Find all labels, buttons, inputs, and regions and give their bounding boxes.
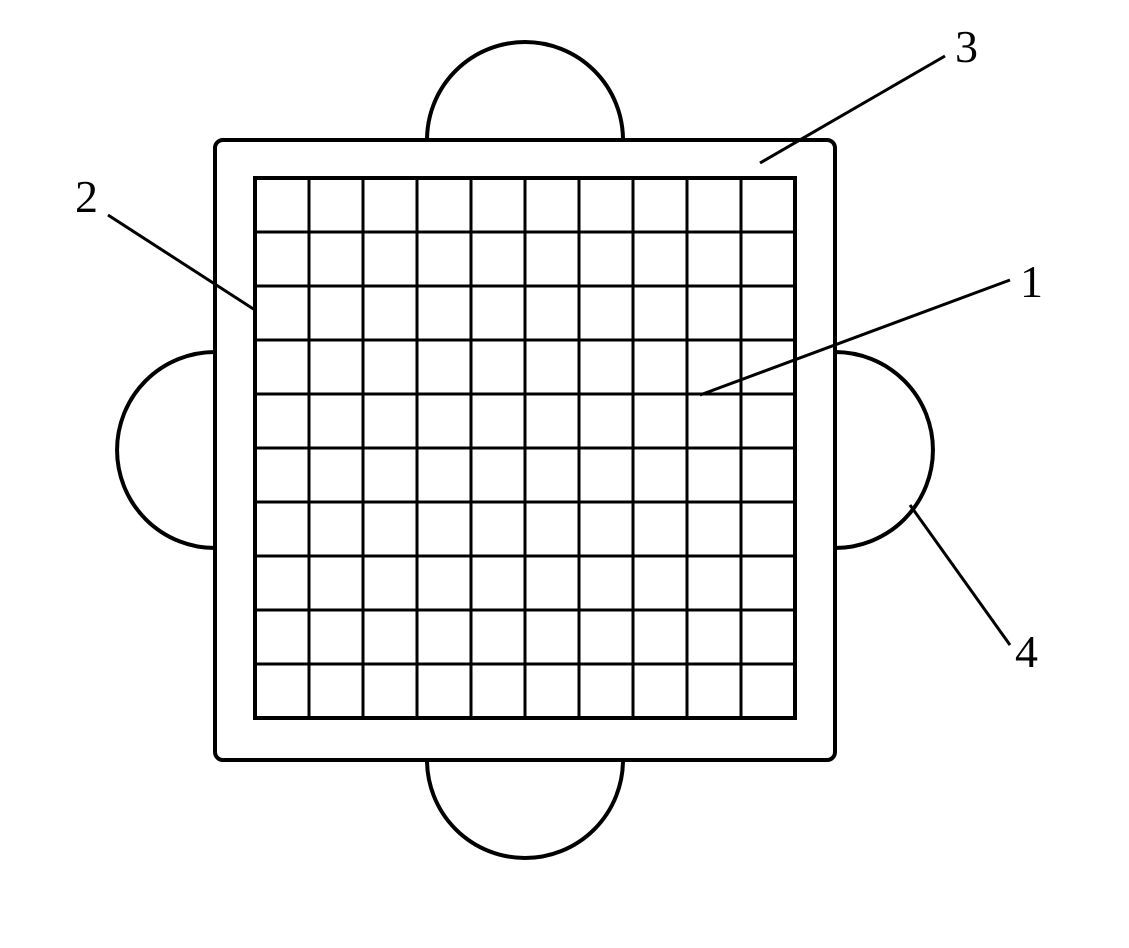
grid-group [255,178,795,718]
tab-top [427,42,623,140]
leader-line-3 [760,56,945,163]
leader-line-4 [910,505,1010,645]
label-4: 4 [1015,625,1038,678]
label-3: 3 [955,20,978,73]
label-1: 1 [1020,255,1043,308]
tab-bottom [427,760,623,858]
technical-diagram: 1 2 3 4 [0,0,1129,943]
diagram-svg [0,0,1129,943]
tab-left [117,352,215,548]
label-2: 2 [75,170,98,223]
